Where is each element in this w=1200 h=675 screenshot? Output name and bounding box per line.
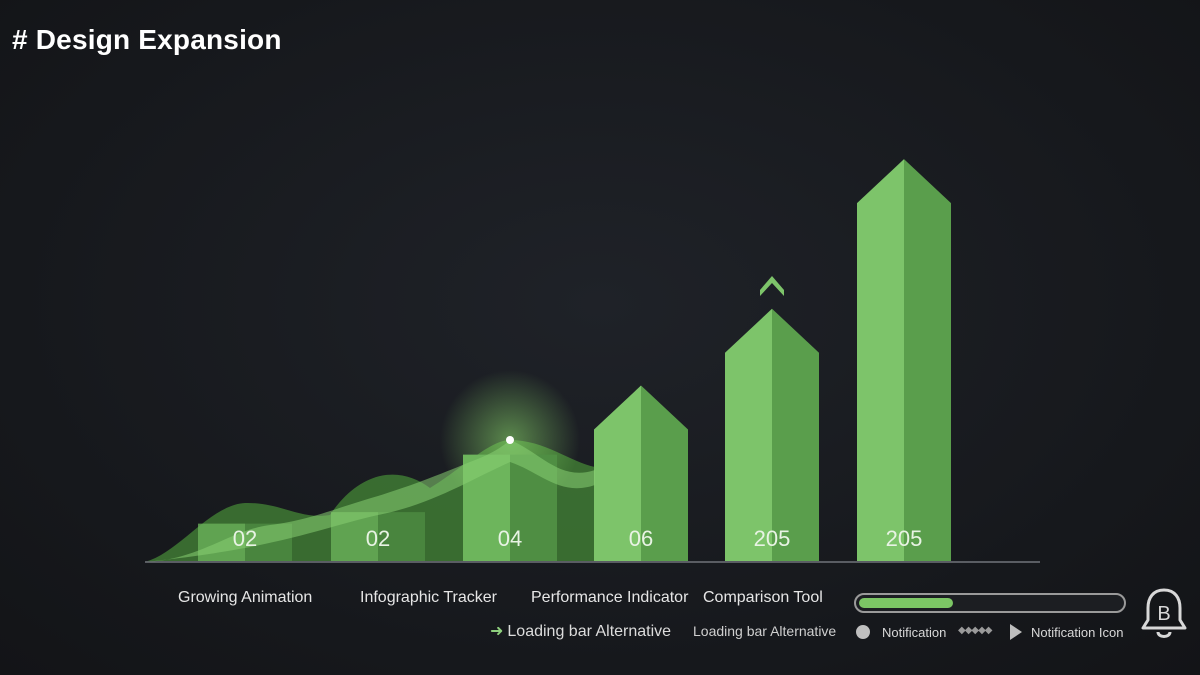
bar-value-label: 02	[366, 526, 390, 551]
bar-value-label: 205	[754, 526, 791, 551]
chevron-up-icon	[760, 276, 784, 296]
bell-icon[interactable]: B	[1140, 586, 1188, 644]
bar-6	[857, 159, 951, 562]
bar-face-light	[331, 512, 378, 562]
svg-text:B: B	[1157, 603, 1170, 625]
bar-face-dark	[378, 512, 425, 562]
bar-face-dark	[641, 385, 688, 562]
highlight-point	[506, 436, 514, 444]
page-title: # Design Expansion	[12, 24, 282, 55]
category-label-infographic-tracker: Infographic Tracker	[360, 589, 497, 606]
loading-bar-alt-secondary: Loading bar Alternative	[693, 623, 837, 639]
notification-icon-label: Notification Icon	[1031, 625, 1124, 640]
bar-face-light	[725, 308, 772, 562]
wave-front	[145, 440, 595, 562]
notification-dot-icon[interactable]	[856, 625, 870, 639]
category-label-performance-indicator: Performance Indicator	[531, 589, 689, 606]
bar-face-light	[594, 385, 641, 562]
bar-face-light	[463, 454, 510, 562]
bar-value-label: 06	[629, 526, 653, 551]
dots-connector-icon: ◆◆◆◆◆	[958, 625, 992, 636]
bar-4	[594, 385, 688, 562]
bar-face-light	[857, 159, 904, 562]
bar-3	[463, 454, 557, 562]
bar-value-label: 02	[233, 526, 257, 551]
bar-value-label: 205	[886, 526, 923, 551]
bar-series	[198, 159, 951, 562]
category-label-growing-animation: Growing Animation	[178, 589, 313, 606]
play-icon[interactable]	[1010, 624, 1022, 640]
bar-face-dark	[510, 454, 557, 562]
loading-bar-alt-primary: ➜ Loading bar Alternative	[490, 623, 672, 640]
bar-value-label: 04	[498, 526, 522, 551]
notification-label: Notification	[882, 625, 947, 640]
bar-2	[331, 512, 425, 562]
bar-face-dark	[904, 159, 951, 562]
category-label-comparison-tool: Comparison Tool	[703, 589, 823, 606]
bar-5	[725, 308, 819, 562]
loading-progress-fill	[859, 598, 953, 608]
loading-progress-bar	[854, 593, 1126, 613]
bar-face-dark	[772, 308, 819, 562]
arrow-right-icon: ➜	[490, 623, 504, 640]
